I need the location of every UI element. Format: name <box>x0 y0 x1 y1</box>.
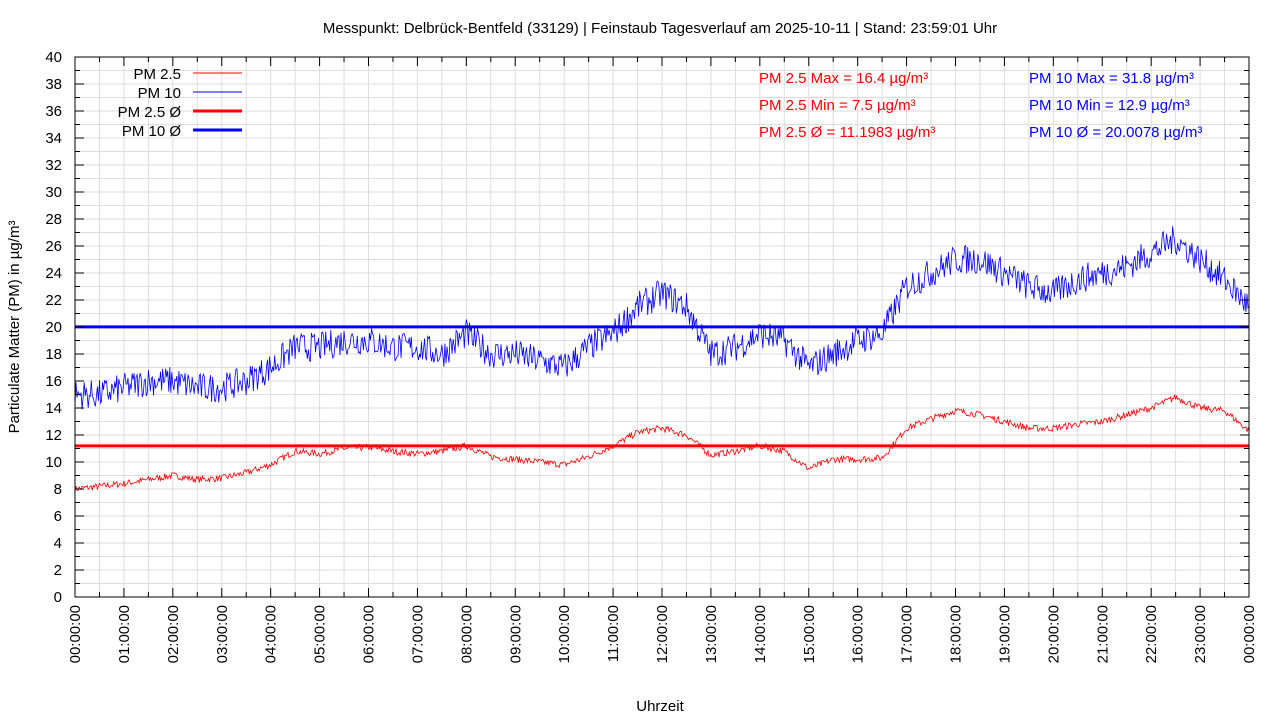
pm25-max: PM 2.5 Max = 16.4 µg/m³ <box>759 70 928 87</box>
y-tick-label: 8 <box>54 481 62 498</box>
x-tick-label: 00:00:00 <box>67 605 84 663</box>
y-tick-label: 14 <box>45 400 62 417</box>
x-tick-label: 01:00:00 <box>116 605 133 663</box>
x-tick-label: 11:00:00 <box>605 605 622 662</box>
x-tick-label: 18:00:00 <box>948 605 965 663</box>
x-tick-label: 17:00:00 <box>899 605 916 663</box>
y-tick-label: 32 <box>45 157 62 174</box>
y-axis-label: Particulate Matter (PM) in µg/m³ <box>6 221 23 434</box>
series-line-pm10 <box>74 226 1250 410</box>
x-tick-label: 21:00:00 <box>1094 605 1111 663</box>
x-tick-label: 08:00:00 <box>458 605 475 663</box>
y-tick-label: 22 <box>45 292 62 309</box>
x-tick-label: 05:00:00 <box>312 605 329 663</box>
x-tick-label: 07:00:00 <box>409 605 426 663</box>
y-tick-label: 26 <box>45 238 62 255</box>
x-tick-label: 03:00:00 <box>214 605 231 663</box>
y-tick-label: 38 <box>45 76 62 93</box>
pm10-min: PM 10 Min = 12.9 µg/m³ <box>1029 97 1190 114</box>
legend: PM 2.5 PM 10 PM 2.5 Ø PM 10 Ø <box>118 66 242 140</box>
series-layer <box>74 226 1250 493</box>
x-tick-label: 02:00:00 <box>165 605 182 663</box>
pm10-max: PM 10 Max = 31.8 µg/m³ <box>1029 70 1194 87</box>
x-tick-label: 16:00:00 <box>850 605 867 663</box>
x-tick-label: 19:00:00 <box>996 605 1013 663</box>
y-tick-label: 2 <box>54 562 62 579</box>
x-tick-label: 09:00:00 <box>507 605 524 663</box>
pm25-stats: PM 2.5 Max = 16.4 µg/m³ PM 2.5 Min = 7.5… <box>759 70 935 141</box>
x-tick-label: 13:00:00 <box>703 605 720 663</box>
y-tick-label: 10 <box>45 454 62 471</box>
y-tick-label: 18 <box>45 346 62 363</box>
y-tick-label: 4 <box>54 535 62 552</box>
pm10-stats: PM 10 Max = 31.8 µg/m³ PM 10 Min = 12.9 … <box>1029 70 1202 141</box>
y-tick-label: 36 <box>45 103 62 120</box>
legend-label: PM 2.5 <box>133 66 181 83</box>
y-tick-label: 28 <box>45 211 62 228</box>
pm25-avg: PM 2.5 Ø = 11.1983 µg/m³ <box>759 124 935 141</box>
x-tick-label: 15:00:00 <box>801 605 818 663</box>
x-tick-label: 23:00:00 <box>1192 605 1209 663</box>
axis-ticks: 024681012141618202224262830323436384000:… <box>45 49 1258 663</box>
y-tick-label: 30 <box>45 184 62 201</box>
x-tick-label: 04:00:00 <box>263 605 280 663</box>
x-tick-label: 22:00:00 <box>1143 605 1160 663</box>
x-tick-label: 12:00:00 <box>654 605 671 663</box>
y-tick-label: 12 <box>45 427 62 444</box>
chart-title: Messpunkt: Delbrück-Bentfeld (33129) | F… <box>323 20 997 37</box>
y-tick-label: 20 <box>45 319 62 336</box>
y-tick-label: 40 <box>45 49 62 66</box>
series-line-pm25 <box>74 394 1250 493</box>
legend-label: PM 10 <box>138 85 181 102</box>
y-tick-label: 24 <box>45 265 62 282</box>
y-tick-label: 0 <box>54 589 62 606</box>
x-tick-label: 00:00:00 <box>1241 605 1258 663</box>
pm25-min: PM 2.5 Min = 7.5 µg/m³ <box>759 97 916 114</box>
legend-label: PM 10 Ø <box>122 123 182 140</box>
y-tick-label: 6 <box>54 508 62 525</box>
x-tick-label: 14:00:00 <box>752 605 769 663</box>
legend-label: PM 2.5 Ø <box>118 104 182 121</box>
x-axis-label: Uhrzeit <box>636 698 684 715</box>
x-tick-label: 10:00:00 <box>556 605 573 663</box>
y-tick-label: 16 <box>45 373 62 390</box>
pm10-avg: PM 10 Ø = 20.0078 µg/m³ <box>1029 124 1202 141</box>
x-tick-label: 06:00:00 <box>361 605 378 663</box>
y-tick-label: 34 <box>45 130 62 147</box>
x-tick-label: 20:00:00 <box>1045 605 1062 663</box>
